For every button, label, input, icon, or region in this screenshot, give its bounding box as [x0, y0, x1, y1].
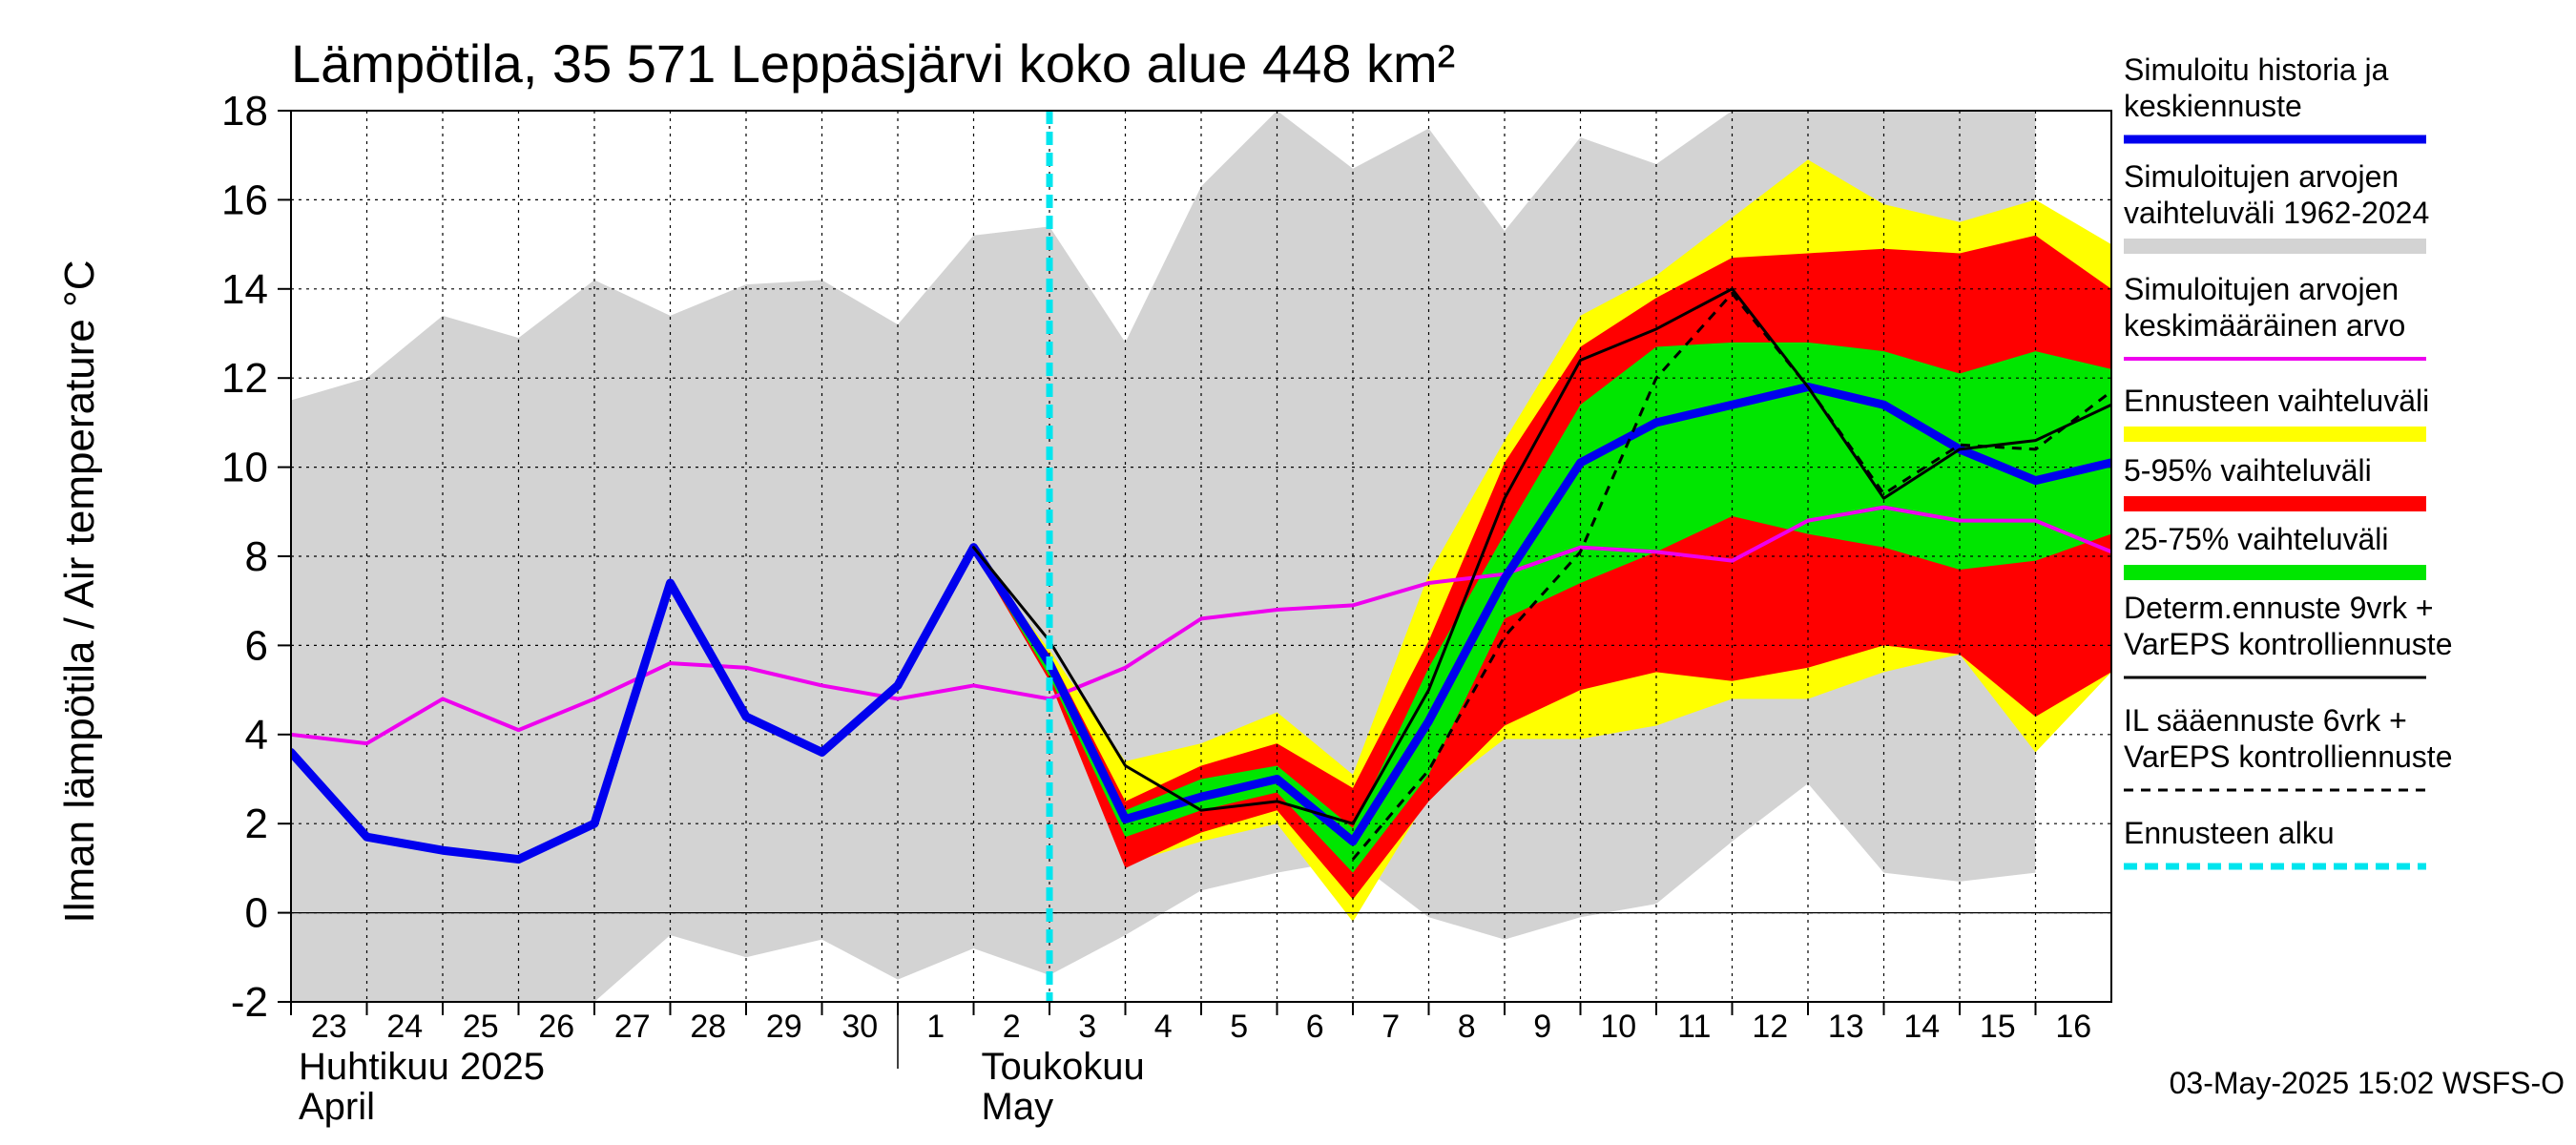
x-tick-label: 16	[2055, 1009, 2091, 1045]
y-tick-label: 18	[221, 88, 268, 135]
x-tick-label: 5	[1230, 1009, 1248, 1045]
plot-clip-group	[291, 111, 2111, 1002]
legend-label: vaihteluväli 1962-2024	[2124, 196, 2429, 230]
series-line-2	[972, 287, 2111, 825]
series-line-0	[291, 505, 2111, 746]
y-tick-label: -2	[231, 979, 268, 1026]
x-tick-label: 23	[311, 1009, 347, 1045]
y-axis-label: Ilman lämpötila / Air temperature °C	[56, 260, 103, 924]
x-tick-label: 27	[614, 1009, 651, 1045]
legend-label: Determ.ennuste 9vrk +	[2124, 591, 2434, 625]
x-tick-label: 9	[1533, 1009, 1551, 1045]
timestamp-footer: 03-May-2025 15:02 WSFS-O	[2170, 1066, 2565, 1100]
x-tick-label: 11	[1677, 1009, 1711, 1045]
x-tick-label: 7	[1381, 1009, 1400, 1045]
legend-label: IL sääennuste 6vrk +	[2124, 703, 2407, 738]
y-tick-label: 6	[245, 622, 268, 669]
plot-area	[291, 111, 2111, 1002]
y-tick-label: 2	[245, 801, 268, 847]
y-tick-label: 4	[245, 712, 268, 759]
series-line-3	[1351, 291, 2111, 861]
legend-label: Simuloitu historia ja	[2124, 52, 2389, 87]
legend-label: Ennusteen alku	[2124, 816, 2335, 850]
x-tick-label: 3	[1078, 1009, 1096, 1045]
x-tick-label: 29	[766, 1009, 802, 1045]
x-tick-label: 24	[386, 1009, 423, 1045]
x-tick-label: 14	[1903, 1009, 1940, 1045]
band-3	[973, 342, 2111, 873]
month-label-en: May	[982, 1086, 1054, 1128]
y-tick-label: 16	[221, 177, 268, 223]
y-tick-label: 12	[221, 355, 268, 402]
legend-label: Simuloitujen arvojen	[2124, 272, 2399, 306]
x-tick-label: 15	[1980, 1009, 2016, 1045]
y-tick-label: 14	[221, 266, 268, 313]
legend-label: VarEPS kontrolliennuste	[2124, 739, 2452, 774]
x-tick-label: 28	[690, 1009, 726, 1045]
x-tick-label: 12	[1752, 1009, 1788, 1045]
y-tick-label: 0	[245, 890, 268, 937]
x-tick-label: 8	[1458, 1009, 1476, 1045]
month-label: Toukokuu	[982, 1046, 1145, 1088]
x-tick-label: 10	[1600, 1009, 1636, 1045]
x-tick-label: 25	[463, 1009, 499, 1045]
x-tick-label: 26	[538, 1009, 574, 1045]
chart-title: Lämpötila, 35 571 Leppäsjärvi koko alue …	[291, 33, 1455, 94]
x-tick-label: 1	[926, 1009, 945, 1045]
legend-label: Simuloitujen arvojen	[2124, 159, 2399, 194]
x-tick-label: 4	[1154, 1009, 1173, 1045]
legend-label: keskimääräinen arvo	[2124, 308, 2405, 343]
x-tick-label: 6	[1306, 1009, 1324, 1045]
grid	[291, 111, 2111, 1002]
legend-label: 5-95% vaihteluväli	[2124, 453, 2372, 488]
x-tick-label: 13	[1828, 1009, 1864, 1045]
y-tick-label: 10	[221, 445, 268, 491]
x-tick-label: 2	[1003, 1009, 1021, 1045]
legend-label: VarEPS kontrolliennuste	[2124, 627, 2452, 661]
legend-label: keskiennuste	[2124, 89, 2302, 123]
legend-label: 25-75% vaihteluväli	[2124, 522, 2389, 556]
month-label: Huhtikuu 2025	[299, 1046, 545, 1088]
x-tick-label: 30	[841, 1009, 878, 1045]
month-label-en: April	[299, 1086, 375, 1128]
legend-label: Ennusteen vaihteluväli	[2124, 384, 2429, 418]
y-tick-label: 8	[245, 533, 268, 580]
